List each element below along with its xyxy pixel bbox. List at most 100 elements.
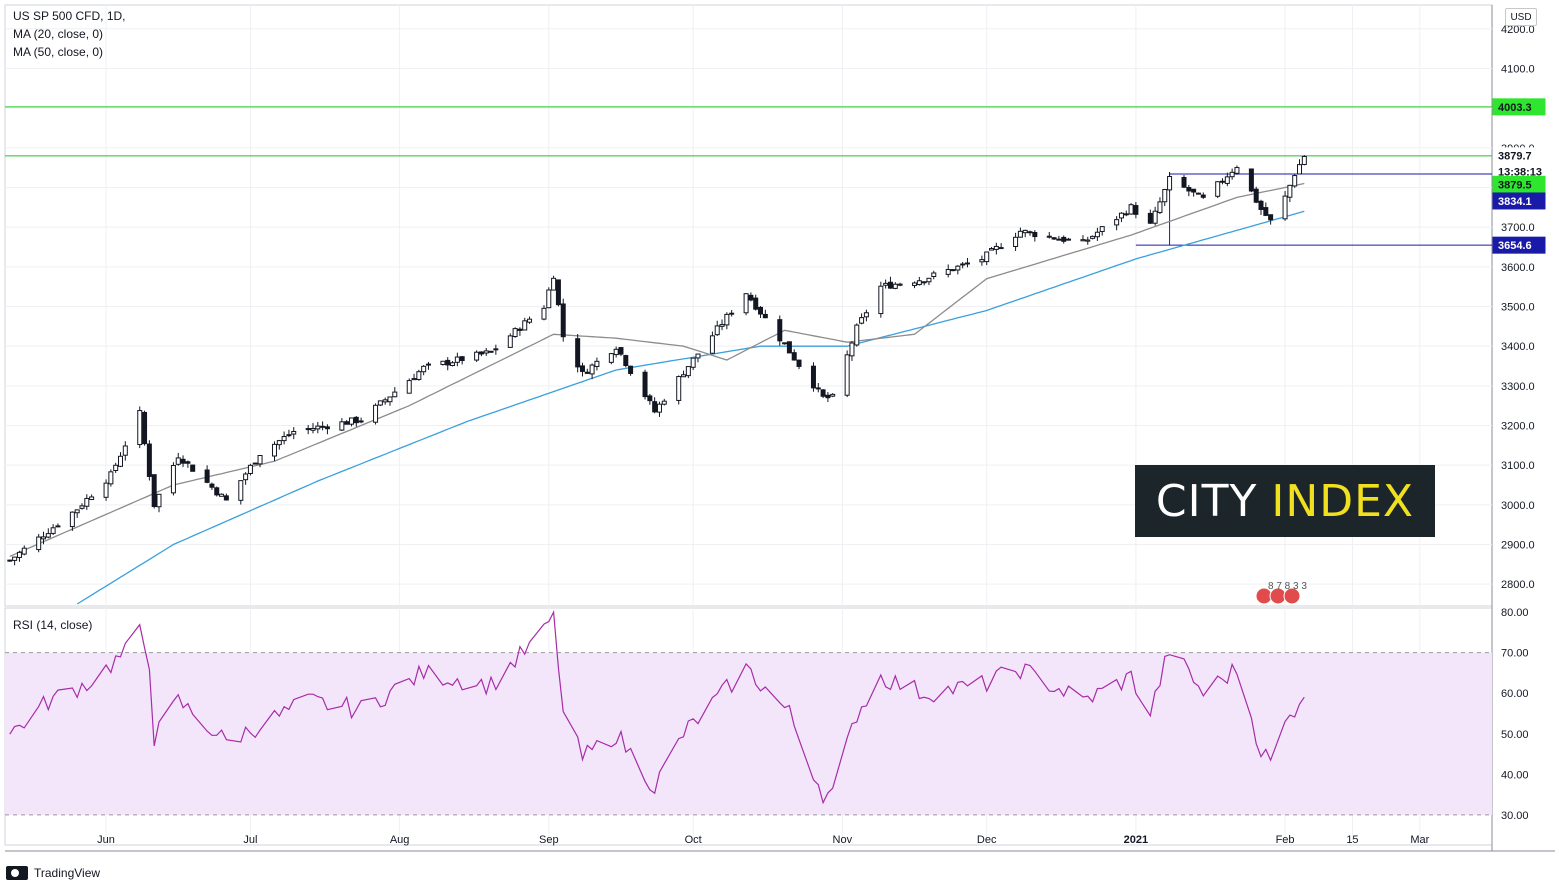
price-label-text: 3879.5 <box>1498 179 1532 191</box>
candle-body <box>69 511 75 528</box>
candle-body <box>21 547 27 555</box>
candle-body <box>1013 236 1019 248</box>
candle-body <box>392 391 398 398</box>
price-tick-label: 3300.0 <box>1501 381 1535 393</box>
price-label-box <box>1493 147 1545 164</box>
candle-body <box>584 371 590 374</box>
candle-body <box>103 482 109 498</box>
candle-body <box>1186 187 1192 192</box>
candle-body <box>560 303 566 338</box>
price-tick-label: 3400.0 <box>1501 341 1535 353</box>
candle-body <box>1258 200 1264 210</box>
candle-body <box>373 404 379 423</box>
horizontal-lines[interactable] <box>5 106 1492 246</box>
price-label-text: 3879.7 <box>1498 150 1532 162</box>
candle-body <box>618 347 624 355</box>
candle-body <box>709 335 715 354</box>
city-index-logo: CITY INDEX <box>1135 465 1435 537</box>
candle-body <box>1061 236 1067 242</box>
candle-body <box>1253 188 1259 203</box>
candle-body <box>252 462 258 465</box>
candle-body <box>36 536 42 551</box>
candle-body <box>830 393 836 397</box>
candle-body <box>825 394 831 399</box>
rsi-band-fill <box>5 652 1492 815</box>
candle-body <box>209 483 215 488</box>
price-tick-label: 2800.0 <box>1501 579 1535 591</box>
candle-body <box>912 282 918 286</box>
candle-body <box>1224 176 1230 184</box>
candle-body <box>247 464 253 474</box>
price-label-text: 4003.3 <box>1498 102 1532 114</box>
candle-body <box>1220 180 1226 183</box>
candle-body <box>960 263 966 266</box>
date-tick-label: Sep <box>539 834 559 846</box>
us-flag-icon[interactable] <box>1283 587 1301 605</box>
candle-body <box>724 313 730 326</box>
tradingview-footer[interactable]: TradingView <box>6 866 100 880</box>
candle-body <box>7 559 13 562</box>
candle-body <box>180 458 186 464</box>
price-label-box <box>1492 192 1546 210</box>
candle-body <box>204 469 210 483</box>
candle-body <box>1200 194 1206 198</box>
date-tick-label: 2021 <box>1124 834 1148 846</box>
candle-body <box>1282 195 1288 220</box>
currency-button[interactable]: USD <box>1505 8 1537 26</box>
candle-body <box>859 317 865 324</box>
candle-body <box>594 360 600 367</box>
candle-body <box>382 399 388 403</box>
tradingview-icon <box>6 866 28 880</box>
candle-body <box>40 536 46 540</box>
candle-body <box>276 440 282 446</box>
rsi-tick-label: 50.00 <box>1501 729 1529 741</box>
candle-body <box>950 269 956 272</box>
candle-body <box>647 395 653 402</box>
candle-body <box>113 464 119 471</box>
candle-body <box>623 355 629 367</box>
candle-body <box>45 533 51 538</box>
date-tick-label: Nov <box>833 834 853 846</box>
candle-body <box>483 350 489 354</box>
date-tick-label: Jun <box>97 834 115 846</box>
candle-body <box>964 262 970 265</box>
candle-body <box>1118 212 1124 219</box>
candle-body <box>844 354 850 396</box>
price-label-text: 13:38:13 <box>1498 167 1542 179</box>
candle-body <box>527 318 533 323</box>
rsi-tick-label: 40.00 <box>1501 769 1529 781</box>
candle-body <box>1094 231 1100 238</box>
candle-body <box>478 351 484 355</box>
candle-body <box>758 306 764 315</box>
candle-body <box>955 265 961 271</box>
ma20-line <box>9 182 1305 557</box>
candle-body <box>608 353 614 363</box>
candle-body <box>743 293 749 314</box>
candle-body <box>541 307 547 320</box>
ma50-legend: MA (50, close, 0) <box>13 45 103 59</box>
candle-body <box>642 371 648 398</box>
candle-body <box>748 294 754 301</box>
candle-body <box>1215 181 1221 197</box>
candle-body <box>1292 175 1298 187</box>
rsi-tick-label: 60.00 <box>1501 688 1529 700</box>
candles <box>7 155 1307 566</box>
candle-body <box>175 457 181 465</box>
candle-body <box>243 473 249 481</box>
candle-body <box>1022 229 1028 234</box>
candle-body <box>945 269 951 275</box>
candle-body <box>916 280 922 286</box>
candle-body <box>1123 213 1129 216</box>
candle-body <box>695 353 701 359</box>
price-label-box <box>1492 175 1546 193</box>
candle-body <box>445 359 451 366</box>
candle-body <box>984 251 990 263</box>
events-flags[interactable]: 8 7 8 3 3 <box>1255 581 1307 605</box>
candle-body <box>1056 238 1062 241</box>
candle-body <box>286 434 292 437</box>
price-tick-label: 3600.0 <box>1501 262 1535 274</box>
candle-body <box>416 371 422 380</box>
candle-body <box>421 365 427 373</box>
